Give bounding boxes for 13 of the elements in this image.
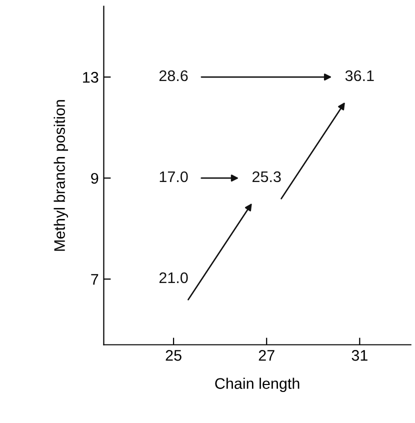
- y-tick-label: 9: [91, 172, 98, 184]
- data-label: 17.0: [160, 171, 188, 182]
- x-tick-label: 31: [352, 350, 368, 361]
- y-tick-label: 7: [91, 274, 98, 285]
- x-tick-label: 25: [166, 350, 182, 361]
- y-axis-title: Methyl branch position: [54, 100, 68, 251]
- data-label: 21.0: [159, 272, 188, 284]
- data-label: 28.6: [159, 70, 188, 82]
- data-label: 36.1: [345, 70, 374, 82]
- data-label: 25.3: [252, 171, 281, 182]
- y-tick-label: 13: [83, 72, 98, 83]
- x-axis-title: Chain length: [215, 378, 300, 392]
- x-tick-label: 27: [258, 350, 274, 361]
